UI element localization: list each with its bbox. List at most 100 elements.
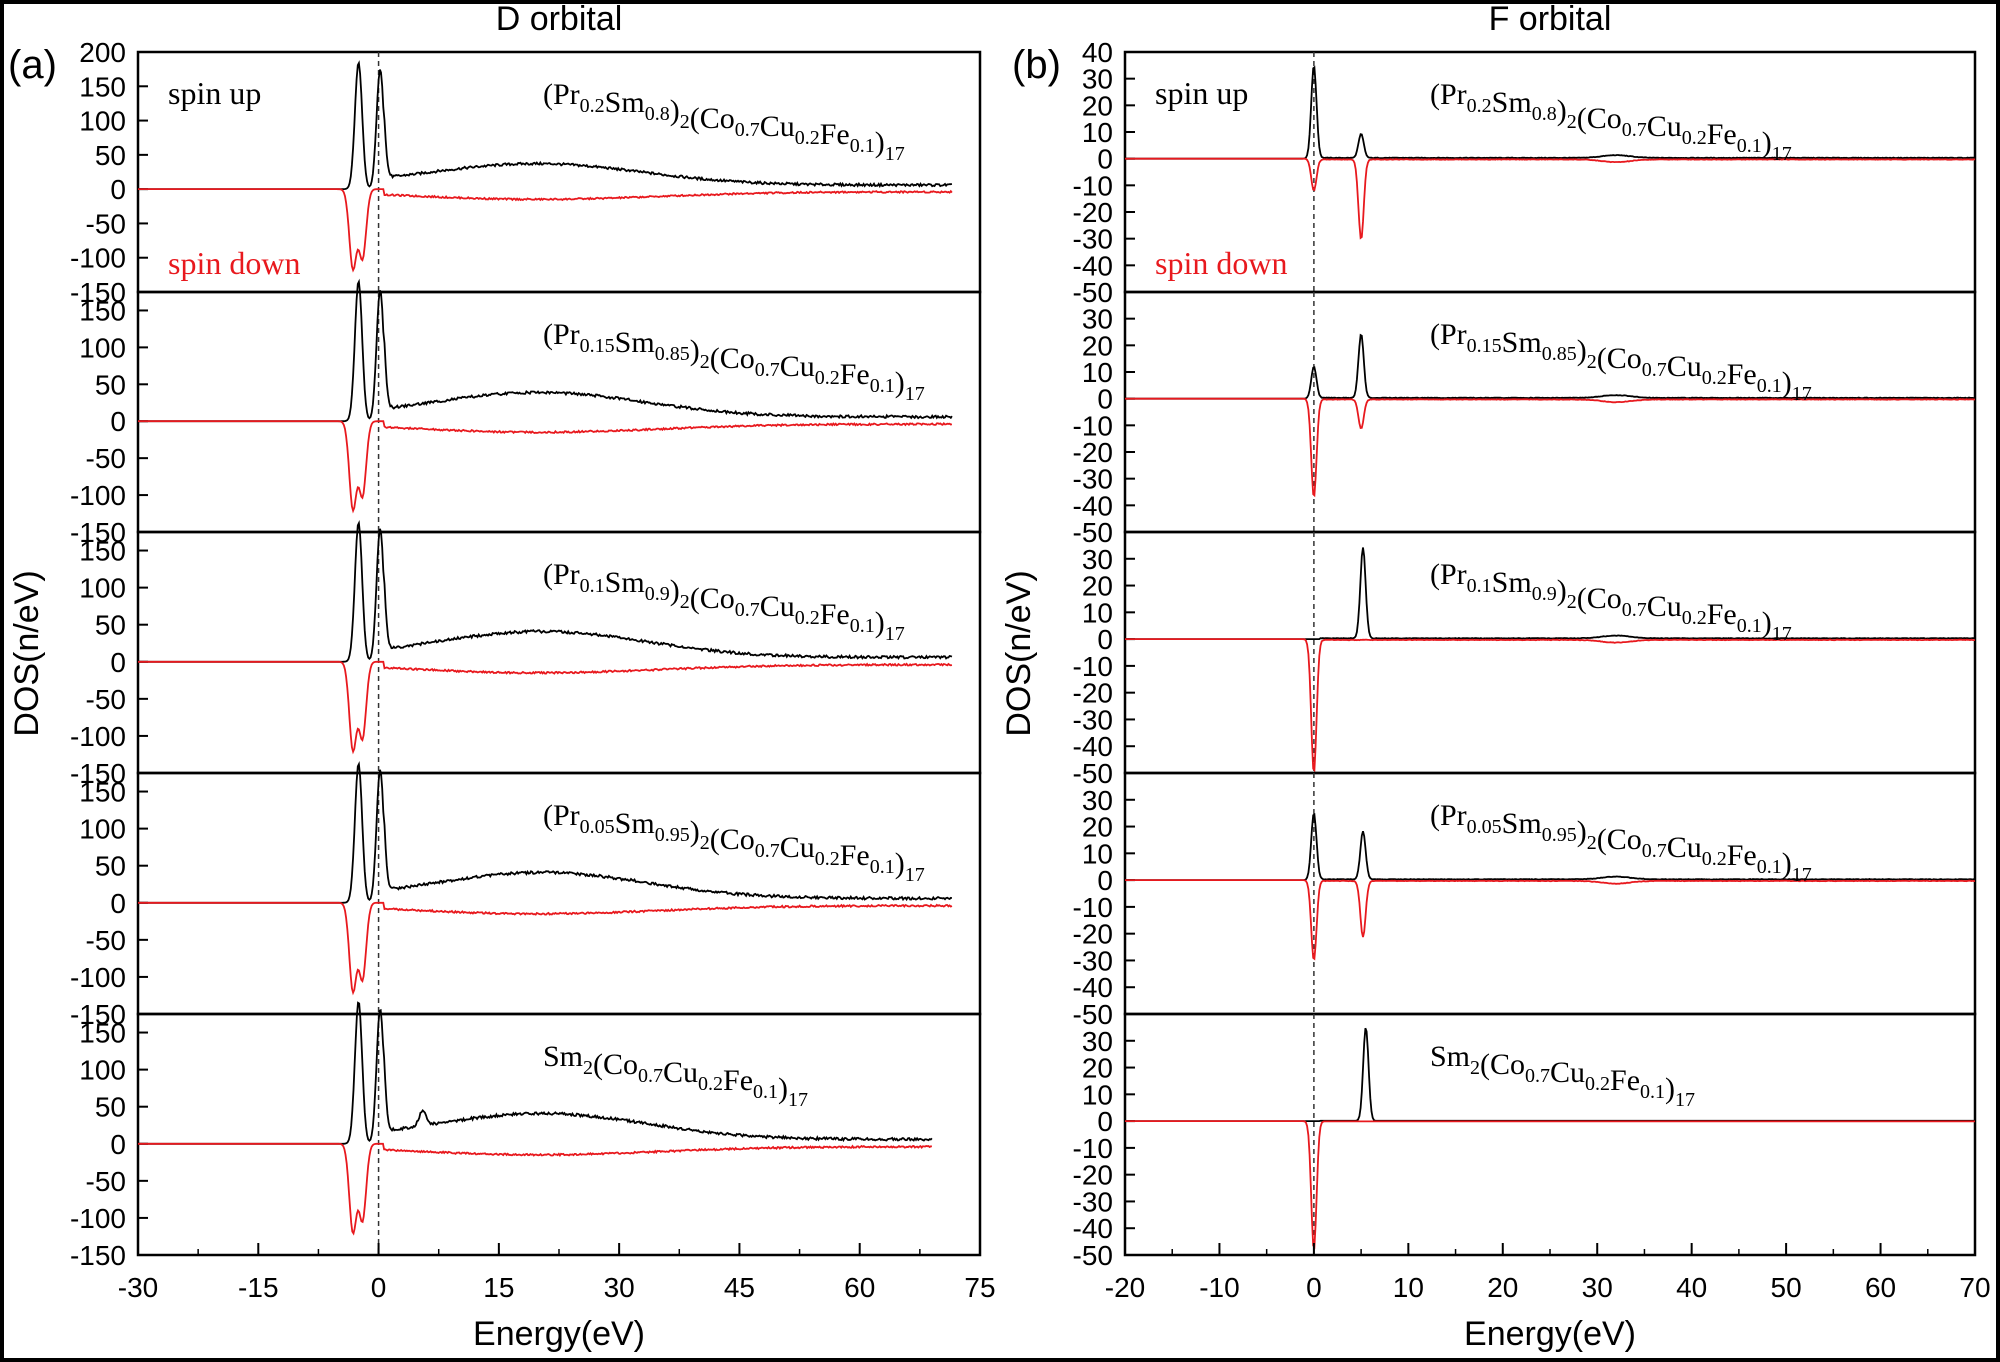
x-tick-label: 15	[483, 1272, 514, 1303]
x-tick-label: -10	[1199, 1272, 1239, 1303]
y-tick-label: -30	[1073, 1186, 1113, 1217]
y-tick-label: -10	[1073, 170, 1113, 201]
y-tick-label: 20	[1082, 812, 1113, 843]
legend-spin-down: spin down	[1155, 245, 1287, 281]
spin-up-series-line	[138, 278, 953, 423]
composition-label: Sm2(Co0.7Cu0.2Fe0.1)17	[543, 1040, 808, 1111]
y-tick-label: 10	[1082, 838, 1113, 869]
y-tick-label: -150	[70, 1240, 126, 1271]
y-tick-label: 10	[1082, 357, 1113, 388]
y-tick-label: 50	[95, 140, 126, 171]
composition-label: (Pr0.2Sm0.8)2(Co0.7Cu0.2Fe0.1)17	[543, 78, 905, 165]
y-tick-label: 150	[79, 71, 126, 102]
y-tick-label: 20	[1082, 1053, 1113, 1084]
y-tick-label: 20	[1082, 571, 1113, 602]
x-axis-title: Energy(eV)	[1464, 1315, 1636, 1353]
y-tick-label: -30	[1073, 464, 1113, 495]
panel-a: D orbital(a)DOS(n/eV)Energy(eV)200150100…	[8, 0, 996, 1353]
y-tick-label: -150	[70, 517, 126, 548]
y-axis-title: DOS(n/eV)	[8, 570, 46, 736]
x-tick-label: 60	[1865, 1272, 1896, 1303]
y-tick-label: -30	[1073, 945, 1113, 976]
spin-down-series-line	[1125, 1120, 1975, 1250]
y-tick-label: -50	[86, 925, 126, 956]
composition-label: (Pr0.15Sm0.85)2(Co0.7Cu0.2Fe0.1)17	[543, 318, 925, 405]
y-tick-label: 20	[1082, 330, 1113, 361]
y-tick-label: -50	[1073, 517, 1113, 548]
spin-down-series-line	[138, 1142, 933, 1236]
y-tick-label: 30	[1082, 1026, 1113, 1057]
y-tick-label: -30	[1073, 224, 1113, 255]
y-tick-label: -100	[70, 243, 126, 274]
y-tick-label: 0	[110, 1129, 126, 1160]
y-tick-label: -50	[86, 443, 126, 474]
y-tick-label: -100	[70, 721, 126, 752]
subplot-frame	[1123, 771, 1977, 1016]
y-tick-label: 50	[95, 369, 126, 400]
y-tick-label: -40	[1073, 490, 1113, 521]
composition-label: (Pr0.1Sm0.9)2(Co0.7Cu0.2Fe0.1)17	[1430, 558, 1792, 645]
y-tick-label: -20	[1073, 197, 1113, 228]
y-tick-label: -20	[1073, 678, 1113, 709]
y-tick-label: 20	[1082, 90, 1113, 121]
subplot-4: 150 100 50 0 -50 -100 -150 (Pr0.05Sm0.95)2(Co0.…	[70, 761, 982, 1030]
y-tick-label: 10	[1082, 1079, 1113, 1110]
panel-label: (a)	[8, 43, 57, 87]
y-tick-label: -50	[1073, 277, 1113, 308]
y-tick-label: -150	[70, 758, 126, 789]
subplot-frame	[1123, 1012, 1977, 1257]
subplot-5: 150 100 50 0 -50 -100 -150 Sm2(Co0.7Cu0.2Fe0.1)…	[70, 1001, 982, 1271]
x-tick-label: 20	[1487, 1272, 1518, 1303]
spin-down-series-line	[138, 188, 953, 273]
y-tick-label: 0	[1097, 384, 1113, 415]
y-tick-label: 100	[79, 573, 126, 604]
y-tick-label: -50	[86, 208, 126, 239]
y-tick-label: 100	[79, 1055, 126, 1086]
y-tick-label: 50	[95, 1092, 126, 1123]
y-tick-label: -150	[70, 277, 126, 308]
subplot-frame	[1123, 530, 1977, 775]
y-tick-label: 0	[110, 174, 126, 205]
y-tick-label: 30	[1082, 304, 1113, 335]
y-tick-label: 50	[95, 610, 126, 641]
legend-spin-up: spin up	[168, 75, 261, 111]
y-tick-label: -20	[1073, 919, 1113, 950]
x-tick-label: 60	[844, 1272, 875, 1303]
composition-label: Sm2(Co0.7Cu0.2Fe0.1)17	[1430, 1040, 1695, 1111]
spin-up-series-line	[138, 520, 953, 663]
y-tick-label: 0	[1097, 865, 1113, 896]
y-tick-label: -150	[70, 999, 126, 1030]
y-tick-label: 150	[79, 536, 126, 567]
y-tick-label: 0	[110, 406, 126, 437]
composition-label: (Pr0.05Sm0.95)2(Co0.7Cu0.2Fe0.1)17	[1430, 799, 1812, 886]
y-tick-label: 0	[110, 888, 126, 919]
spin-down-series-line	[138, 901, 953, 996]
x-tick-label: -20	[1105, 1272, 1145, 1303]
y-tick-label: 100	[79, 814, 126, 845]
x-tick-label: 10	[1393, 1272, 1424, 1303]
x-tick-label: 70	[1959, 1272, 1990, 1303]
spin-down-series-line	[138, 420, 953, 514]
y-tick-label: 30	[1082, 544, 1113, 575]
x-axis-title: Energy(eV)	[473, 1315, 645, 1353]
panel-label: (b)	[1012, 43, 1061, 87]
subplot-3: 150 100 50 0 -50 -100 -150 (Pr0.1Sm0.9)2(Co0.7C…	[70, 520, 982, 789]
spin-down-series-line	[1125, 638, 1976, 773]
panel-title: D orbital	[496, 0, 623, 38]
spin-up-series-line	[138, 1001, 933, 1145]
x-tick-label: 40	[1676, 1272, 1707, 1303]
y-tick-label: 0	[110, 647, 126, 678]
y-tick-label: 50	[95, 851, 126, 882]
y-tick-label: -100	[70, 480, 126, 511]
y-tick-label: 150	[79, 1018, 126, 1049]
x-tick-label: 75	[964, 1272, 995, 1303]
y-tick-label: -20	[1073, 1160, 1113, 1191]
spin-down-series-line	[138, 660, 953, 755]
x-tick-label: 45	[724, 1272, 755, 1303]
y-tick-label: -10	[1073, 651, 1113, 682]
